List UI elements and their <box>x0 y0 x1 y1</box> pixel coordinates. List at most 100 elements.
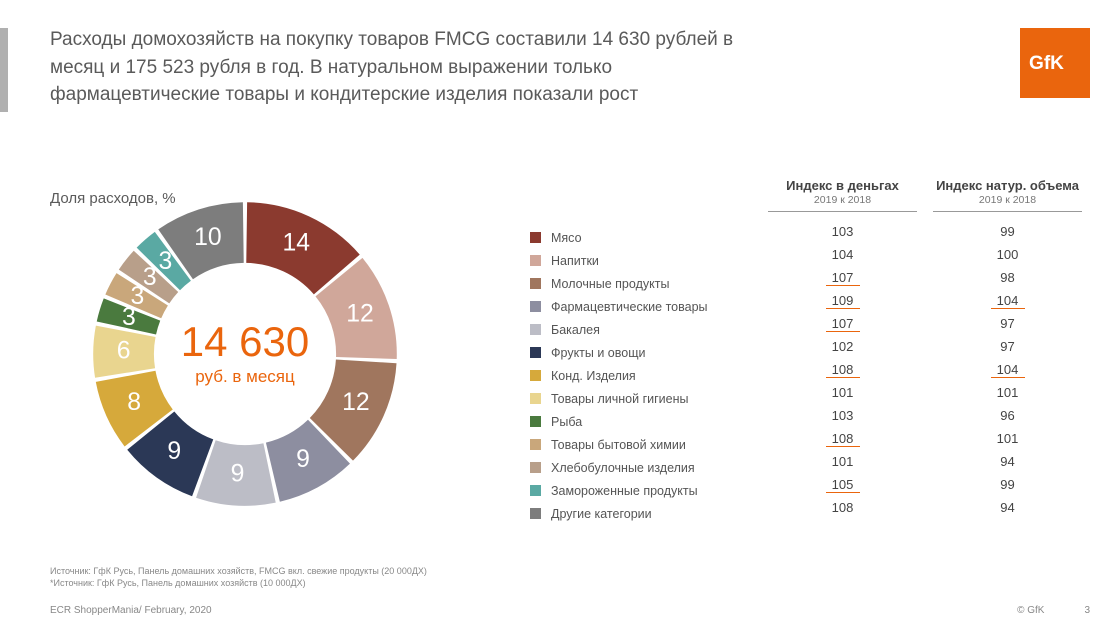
table-cell: 105 <box>760 477 925 492</box>
table-cell: 101 <box>925 385 1090 400</box>
legend-swatch <box>530 301 541 312</box>
table-cell: 103 <box>760 408 925 423</box>
table-cell: 101 <box>760 385 925 400</box>
table-row: 10194 <box>760 450 1090 473</box>
legend-label: Товары бытовой химии <box>551 438 686 452</box>
legend-label: Молочные продукты <box>551 277 669 291</box>
legend-label: Мясо <box>551 231 582 245</box>
center-sub: руб. в месяц <box>181 367 309 387</box>
legend-swatch <box>530 485 541 496</box>
table-cell: 107 <box>760 316 925 331</box>
table-row: 10399 <box>760 220 1090 243</box>
table-cell: 99 <box>925 477 1090 492</box>
legend-item: Рыба <box>530 410 740 433</box>
table-cell: 108 <box>760 362 925 377</box>
svg-text:10: 10 <box>194 224 222 251</box>
table-row: 108101 <box>760 427 1090 450</box>
legend-item: Молочные продукты <box>530 272 740 295</box>
svg-text:12: 12 <box>342 389 370 416</box>
legend-item: Замороженные продукты <box>530 479 740 502</box>
table-cell: 103 <box>760 224 925 239</box>
table-cell: 109 <box>760 293 925 308</box>
legend-label: Замороженные продукты <box>551 484 698 498</box>
legend-swatch <box>530 347 541 358</box>
chart-center: 14 630 руб. в месяц <box>181 321 309 387</box>
svg-text:GfK: GfK <box>1029 53 1064 74</box>
gfk-logo: GfK <box>1020 28 1090 98</box>
svg-text:9: 9 <box>231 461 245 488</box>
svg-text:9: 9 <box>167 438 181 465</box>
footer-copyright: © GfK <box>1017 605 1044 616</box>
legend-label: Рыба <box>551 415 582 429</box>
svg-text:3: 3 <box>158 248 172 275</box>
table-header-volume: Индекс натур. объема 2019 к 2018 <box>925 178 1090 212</box>
legend-label: Конд. Изделия <box>551 369 636 383</box>
index-table: Индекс в деньгах 2019 к 2018 Индекс нату… <box>760 178 1090 519</box>
legend-item: Бакалея <box>530 318 740 341</box>
table-row: 10599 <box>760 473 1090 496</box>
legend-swatch <box>530 416 541 427</box>
table-cell: 94 <box>925 454 1090 469</box>
legend-swatch <box>530 508 541 519</box>
page-number: 3 <box>1084 605 1090 616</box>
table-cell: 107 <box>760 270 925 285</box>
table-row: 109104 <box>760 289 1090 312</box>
svg-text:12: 12 <box>346 301 374 328</box>
legend-item: Другие категории <box>530 502 740 525</box>
page-title: Расходы домохозяйств на покупку товаров … <box>50 26 770 109</box>
legend-item: Товары личной гигиены <box>530 387 740 410</box>
table-cell: 108 <box>760 500 925 515</box>
table-cell: 104 <box>925 362 1090 377</box>
svg-text:6: 6 <box>117 338 131 365</box>
table-row: 10797 <box>760 312 1090 335</box>
table-cell: 108 <box>760 431 925 446</box>
legend-item: Товары бытовой химии <box>530 433 740 456</box>
table-cell: 104 <box>760 247 925 262</box>
legend-swatch <box>530 370 541 381</box>
table-cell: 97 <box>925 316 1090 331</box>
table-row: 104100 <box>760 243 1090 266</box>
legend-label: Фрукты и овощи <box>551 346 645 360</box>
legend-item: Хлебобулочные изделия <box>530 456 740 479</box>
table-row: 101101 <box>760 381 1090 404</box>
table-header-money: Индекс в деньгах 2019 к 2018 <box>760 178 925 212</box>
table-row: 10297 <box>760 335 1090 358</box>
table-cell: 102 <box>760 339 925 354</box>
footer-left: ECR ShopperMania/ February, 2020 <box>50 605 212 616</box>
center-value: 14 630 <box>181 321 309 363</box>
table-cell: 94 <box>925 500 1090 515</box>
legend-label: Бакалея <box>551 323 600 337</box>
footer: ECR ShopperMania/ February, 2020 © GfK 3 <box>50 605 1090 616</box>
legend-swatch <box>530 232 541 243</box>
table-row: 10894 <box>760 496 1090 519</box>
chart-container: Доля расходов, % 14121299986333310 14 63… <box>50 190 520 519</box>
table-body: 1039910410010798109104107971029710810410… <box>760 220 1090 519</box>
legend: Мясо Напитки Молочные продукты Фармацевтиче… <box>530 226 740 525</box>
legend-swatch <box>530 439 541 450</box>
table-cell: 96 <box>925 408 1090 423</box>
accent-bar <box>0 28 8 112</box>
svg-text:3: 3 <box>143 264 157 291</box>
table-headers: Индекс в деньгах 2019 к 2018 Индекс нату… <box>760 178 1090 212</box>
legend-item: Конд. Изделия <box>530 364 740 387</box>
table-row: 10396 <box>760 404 1090 427</box>
table-cell: 100 <box>925 247 1090 262</box>
donut-chart: 14121299986333310 14 630 руб. в месяц <box>80 189 410 519</box>
legend-label: Товары личной гигиены <box>551 392 689 406</box>
sources: Источник: ГфК Русь, Панель домашних хозя… <box>50 565 427 590</box>
table-cell: 99 <box>925 224 1090 239</box>
legend-label: Фармацевтические товары <box>551 300 708 314</box>
table-cell: 97 <box>925 339 1090 354</box>
svg-text:14: 14 <box>282 229 310 256</box>
legend-item: Фрукты и овощи <box>530 341 740 364</box>
legend-label: Хлебобулочные изделия <box>551 461 695 475</box>
table-cell: 101 <box>760 454 925 469</box>
legend-swatch <box>530 255 541 266</box>
legend-label: Другие категории <box>551 507 652 521</box>
legend-item: Напитки <box>530 249 740 272</box>
table-cell: 98 <box>925 270 1090 285</box>
header: Расходы домохозяйств на покупку товаров … <box>50 26 770 109</box>
legend-swatch <box>530 393 541 404</box>
table-row: 108104 <box>760 358 1090 381</box>
table-cell: 104 <box>925 293 1090 308</box>
